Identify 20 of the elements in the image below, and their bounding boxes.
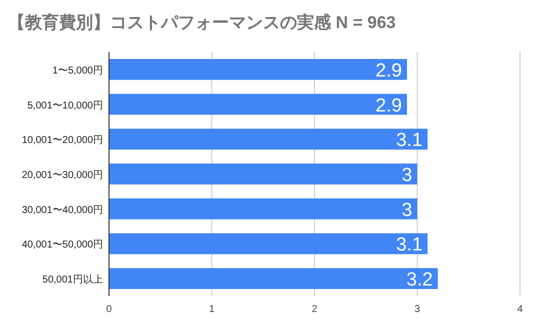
x-tick-label: 3 (414, 304, 420, 315)
x-tick-label: 0 (106, 304, 112, 315)
chart-title: 【教育費別】コストパフォーマンスの実感 N = 963 (8, 12, 396, 32)
y-tick-label: 10,001〜20,000円 (22, 135, 103, 146)
y-tick-label: 40,001〜50,000円 (22, 240, 103, 251)
y-tick-label: 50,001円以上 (42, 274, 103, 286)
y-tick-label: 30,001〜40,000円 (22, 204, 103, 216)
x-tick-label: 2 (312, 304, 318, 315)
y-tick-label: 20,001〜30,000円 (22, 170, 103, 181)
y-tick-label: 1〜5,000円 (52, 65, 103, 76)
data-label: 3 (402, 200, 412, 221)
x-tick-label: 1 (208, 304, 215, 315)
data-label: 2.9 (376, 95, 402, 116)
x-tick-label: 4 (517, 304, 524, 315)
y-tick-label: 5,001〜10,000円 (27, 100, 103, 112)
data-label: 3.1 (396, 130, 423, 152)
data-label: 3.1 (396, 234, 423, 256)
data-label: 3.2 (406, 270, 433, 291)
data-label: 3 (402, 165, 412, 186)
data-label: 2.9 (376, 60, 402, 82)
